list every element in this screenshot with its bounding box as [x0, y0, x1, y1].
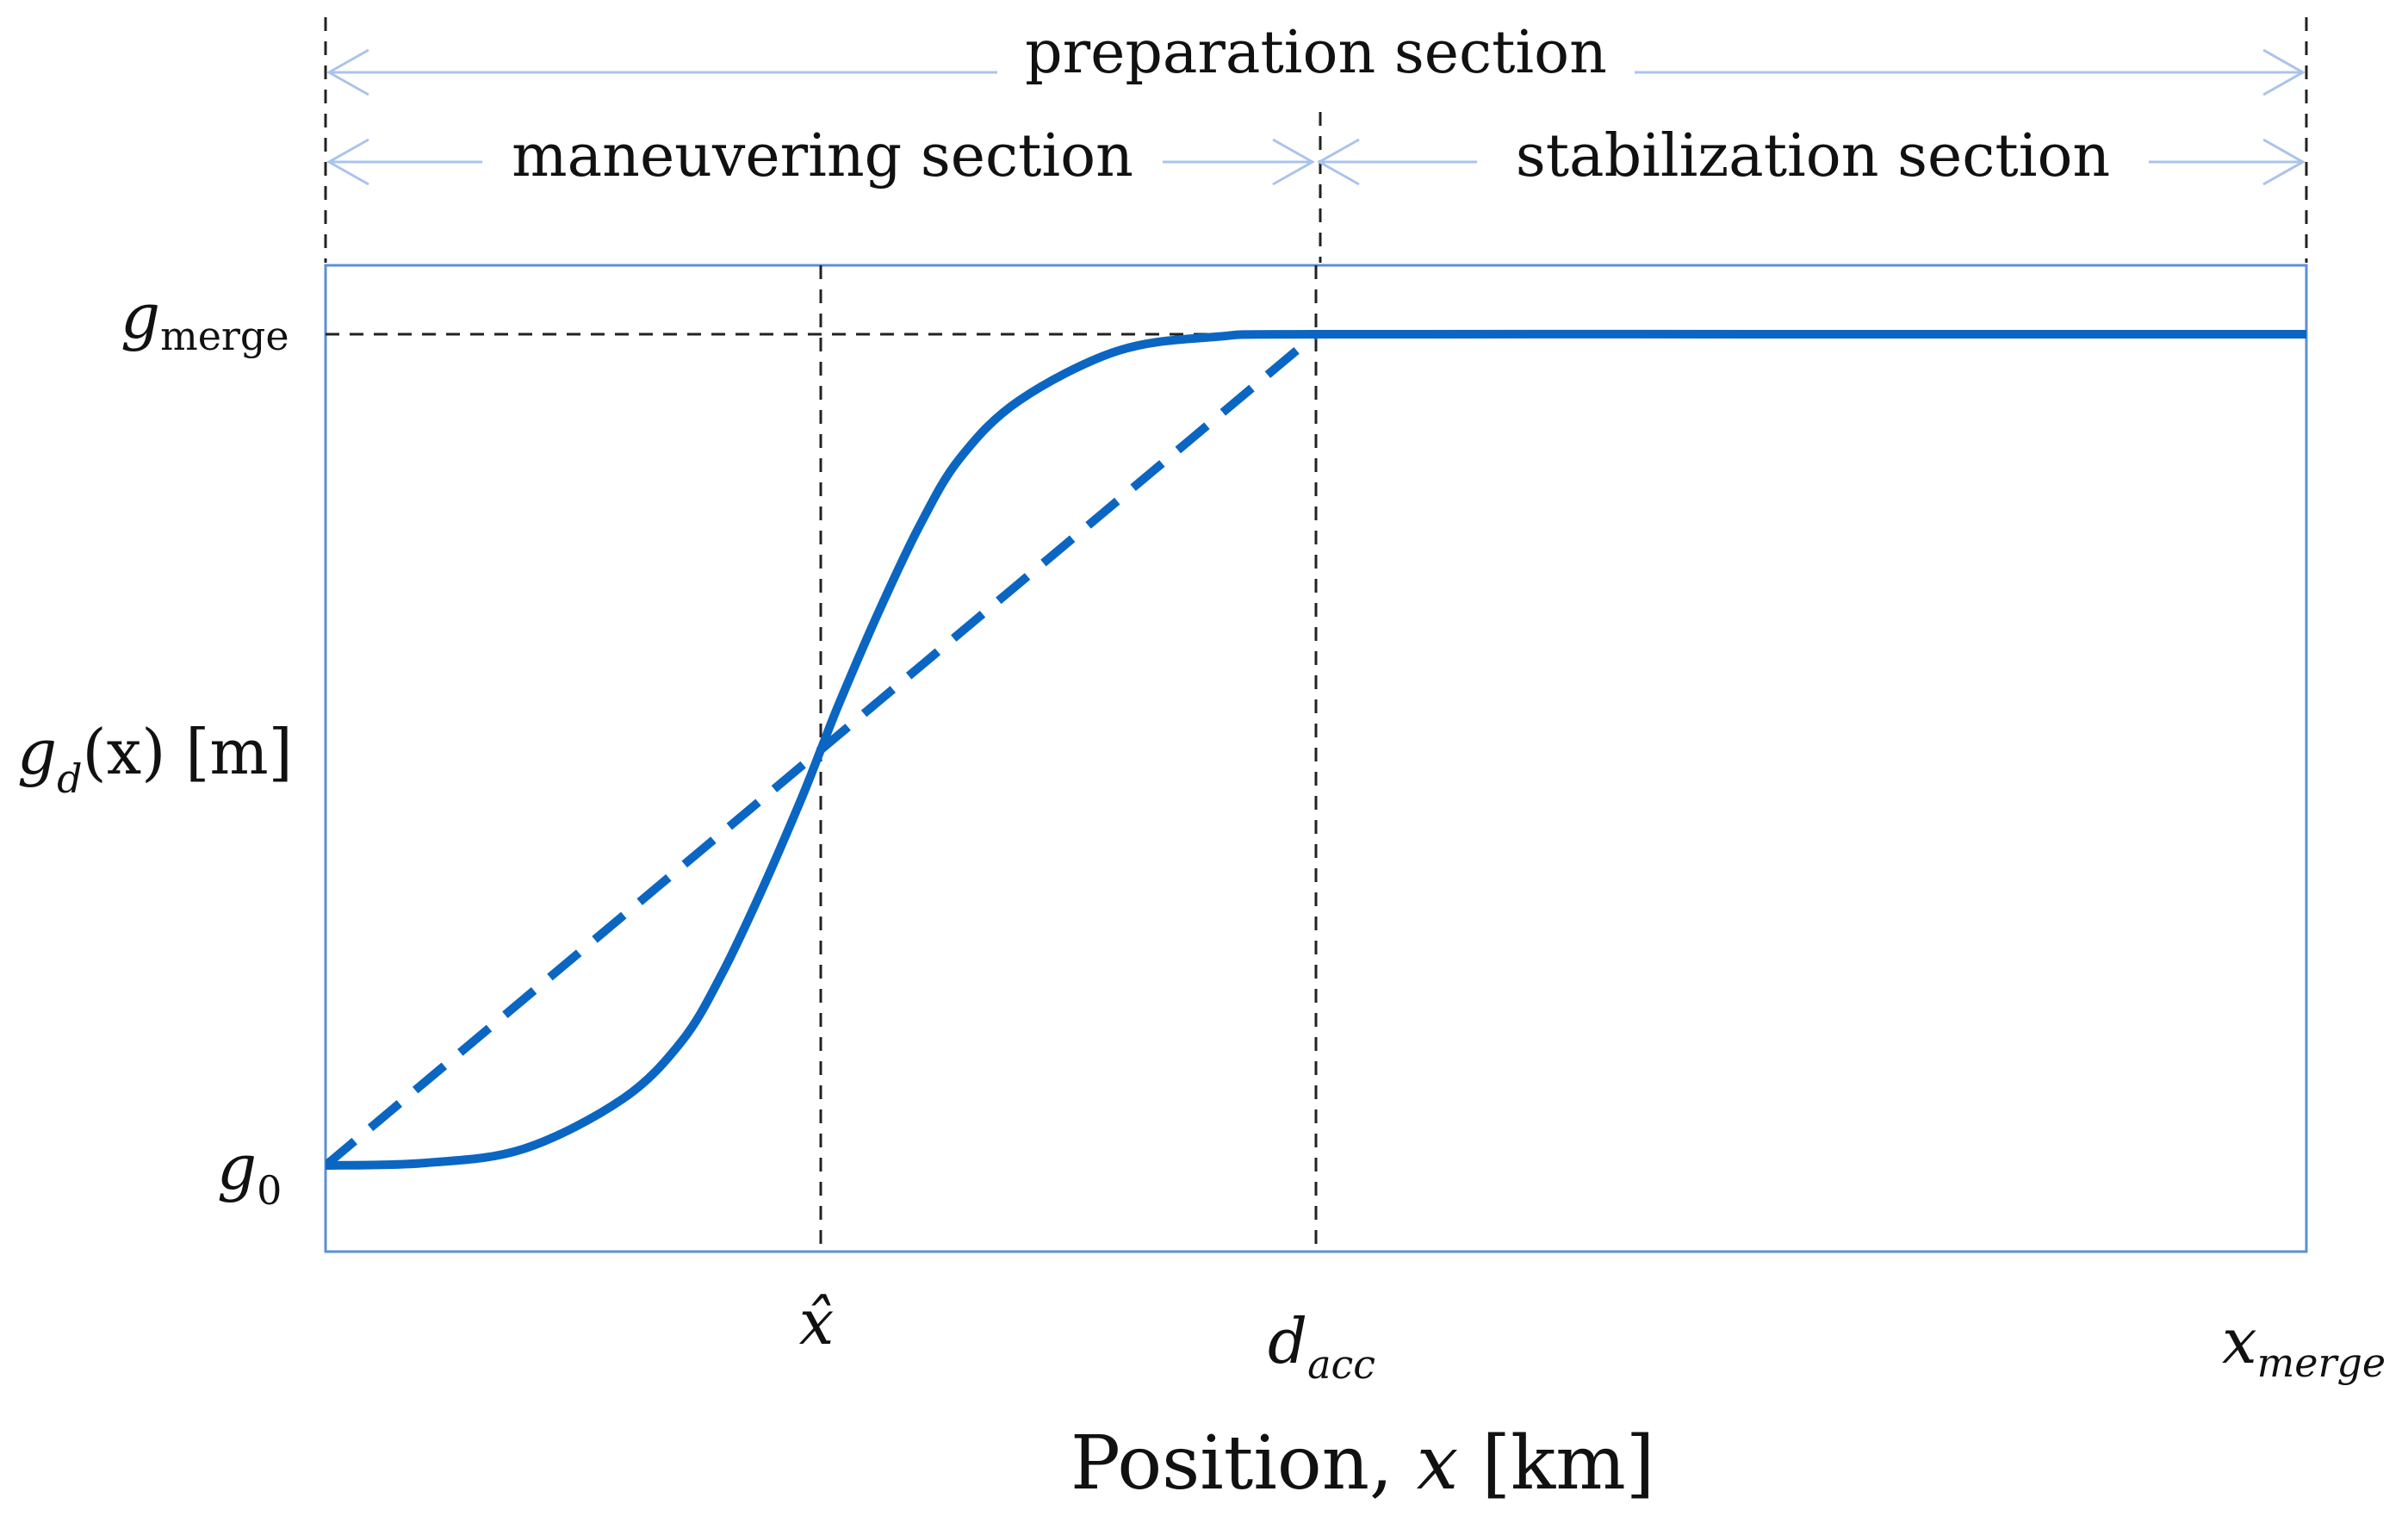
maneuvering-section-arrow: [326, 138, 1316, 186]
svg-text:xmerge: xmerge: [2222, 1305, 2386, 1386]
arrow-head-right: [1272, 138, 1316, 186]
stabilization-section-label: stabilization section: [1516, 122, 2110, 190]
x-axis-title: Position, x [km]: [1071, 1420, 1654, 1507]
svg-text:x̂: x̂: [799, 1286, 835, 1358]
x-tick-label-xmerge: xmerge: [2222, 1305, 2386, 1386]
svg-text:dacc: dacc: [1268, 1305, 1375, 1388]
x-tick-label-dacc: dacc: [1268, 1305, 1375, 1388]
x-tick-label-xhat: x̂: [799, 1286, 835, 1358]
arrow-head-right: [2262, 48, 2306, 96]
series-dashed-line: [326, 331, 1319, 1169]
preparation-section-label: preparation section: [1025, 19, 1607, 87]
arrow-head-left: [326, 138, 369, 186]
preparation-section-arrow: [326, 48, 2306, 96]
y-tick-label-g0: g0: [217, 1131, 282, 1214]
y-tick-label-gmerge: gmerge: [121, 280, 289, 359]
arrow-head-right: [2262, 138, 2306, 186]
svg-text:g0: g0: [217, 1131, 282, 1214]
series-solid-line: [326, 329, 2306, 1170]
svg-text:Position, x [km]: Position, x [km]: [1071, 1420, 1654, 1507]
y-axis-title: gd(x) [m]: [17, 716, 293, 802]
stabilization-section-arrow: [1316, 138, 2306, 186]
series-layer: [326, 329, 2306, 1170]
arrow-head-left: [1316, 138, 1360, 186]
svg-text:gd(x) [m]: gd(x) [m]: [17, 716, 293, 802]
arrow-head-left: [326, 48, 369, 96]
maneuvering-section-label: maneuvering section: [512, 122, 1133, 190]
section-annotations: preparation section maneuvering section …: [324, 17, 2308, 263]
svg-text:gmerge: gmerge: [121, 280, 289, 359]
